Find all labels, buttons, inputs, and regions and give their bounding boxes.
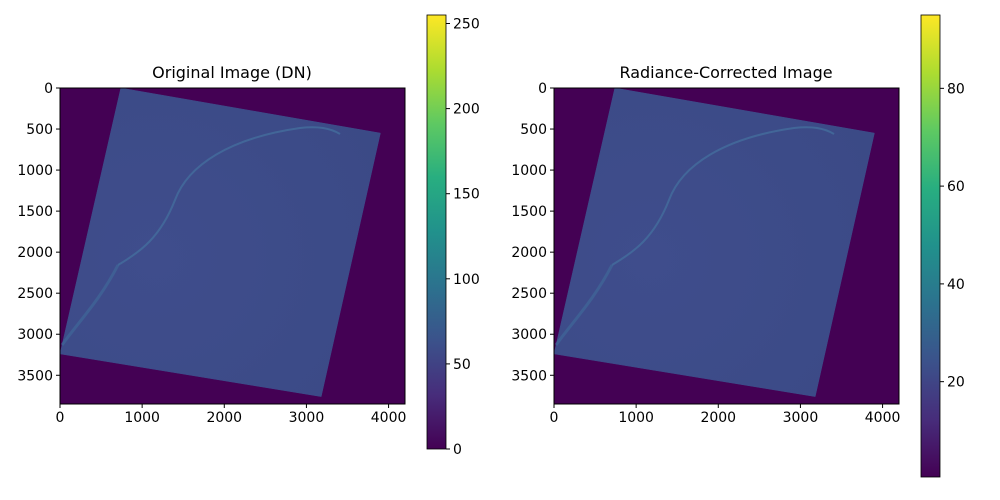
plot-frame bbox=[553, 87, 900, 405]
colorbar-axis: 0 50 100 150 200 250 bbox=[446, 17, 480, 458]
colorbar bbox=[920, 14, 941, 478]
coast-feature bbox=[60, 264, 120, 346]
colorbar-tick-label: 40 bbox=[947, 277, 965, 293]
colorbar-tick-label: 20 bbox=[947, 375, 965, 391]
x-tick-label: 3000 bbox=[289, 410, 325, 426]
colorbar-tick-label: 150 bbox=[453, 187, 480, 203]
y-tick-label: 500 bbox=[520, 122, 547, 138]
colorbar-tick-label: 250 bbox=[453, 17, 480, 33]
y-tick-label: 0 bbox=[538, 81, 547, 97]
y-tick-label: 2000 bbox=[511, 245, 547, 261]
radiance-corrected-panel: Radiance-Corrected Image 0 1000 2000 3000 40… bbox=[511, 14, 965, 478]
y-tick-label: 3500 bbox=[17, 368, 53, 384]
colorbar-tick-label: 50 bbox=[453, 357, 471, 373]
x-tick-label: 4000 bbox=[371, 410, 407, 426]
y-tick-label: 3000 bbox=[511, 327, 547, 343]
x-tick-label: 1000 bbox=[124, 410, 160, 426]
shoreline-feature bbox=[117, 126, 341, 266]
colorbar bbox=[426, 14, 447, 450]
colorbar-tick-label: 200 bbox=[453, 102, 480, 118]
colorbar-tick-label: 100 bbox=[453, 272, 480, 288]
x-tick-label: 4000 bbox=[865, 410, 901, 426]
y-tick-label: 2000 bbox=[17, 245, 53, 261]
y-axis: 0 500 1000 1500 2000 2500 3000 3500 bbox=[511, 81, 554, 384]
image-footprint bbox=[553, 87, 875, 397]
y-tick-label: 0 bbox=[44, 81, 53, 97]
x-tick-label: 3000 bbox=[783, 410, 819, 426]
colorbar-tick-label: 60 bbox=[947, 179, 965, 195]
x-tick-label: 0 bbox=[550, 410, 559, 426]
original-image-panel: Original Image (DN) 0 1000 2000 3000 4000 05… bbox=[17, 14, 480, 458]
y-tick-label: 2500 bbox=[511, 286, 547, 302]
chart-title: Radiance-Corrected Image bbox=[619, 63, 832, 82]
shoreline-feature bbox=[611, 126, 835, 266]
x-axis: 0 1000 2000 3000 4000 bbox=[550, 404, 901, 426]
y-tick-label: 2500 bbox=[17, 286, 53, 302]
x-tick-label: 0 bbox=[56, 410, 65, 426]
y-tick-label: 3000 bbox=[17, 327, 53, 343]
y-tick-label: 500 bbox=[26, 122, 53, 138]
chart-title: Original Image (DN) bbox=[152, 63, 312, 82]
image-footprint bbox=[59, 87, 381, 397]
colorbar-tick-label: 80 bbox=[947, 81, 965, 97]
x-axis: 0 1000 2000 3000 4000 bbox=[56, 404, 407, 426]
x-tick-label: 1000 bbox=[618, 410, 654, 426]
coast-feature bbox=[554, 264, 614, 346]
y-tick-label: 1500 bbox=[17, 204, 53, 220]
y-tick-label: 1000 bbox=[17, 163, 53, 179]
x-tick-label: 2000 bbox=[700, 410, 736, 426]
y-tick-label: 1500 bbox=[511, 204, 547, 220]
plot-frame bbox=[59, 87, 406, 405]
colorbar-tick-label: 0 bbox=[453, 442, 462, 458]
x-tick-label: 2000 bbox=[206, 410, 242, 426]
y-axis: 0 500 1000 1500 2000 2500 3000 3500 bbox=[17, 81, 60, 384]
colorbar-axis: 20 40 60 80 bbox=[940, 81, 965, 391]
y-tick-label: 1000 bbox=[511, 163, 547, 179]
y-tick-label: 3500 bbox=[511, 368, 547, 384]
